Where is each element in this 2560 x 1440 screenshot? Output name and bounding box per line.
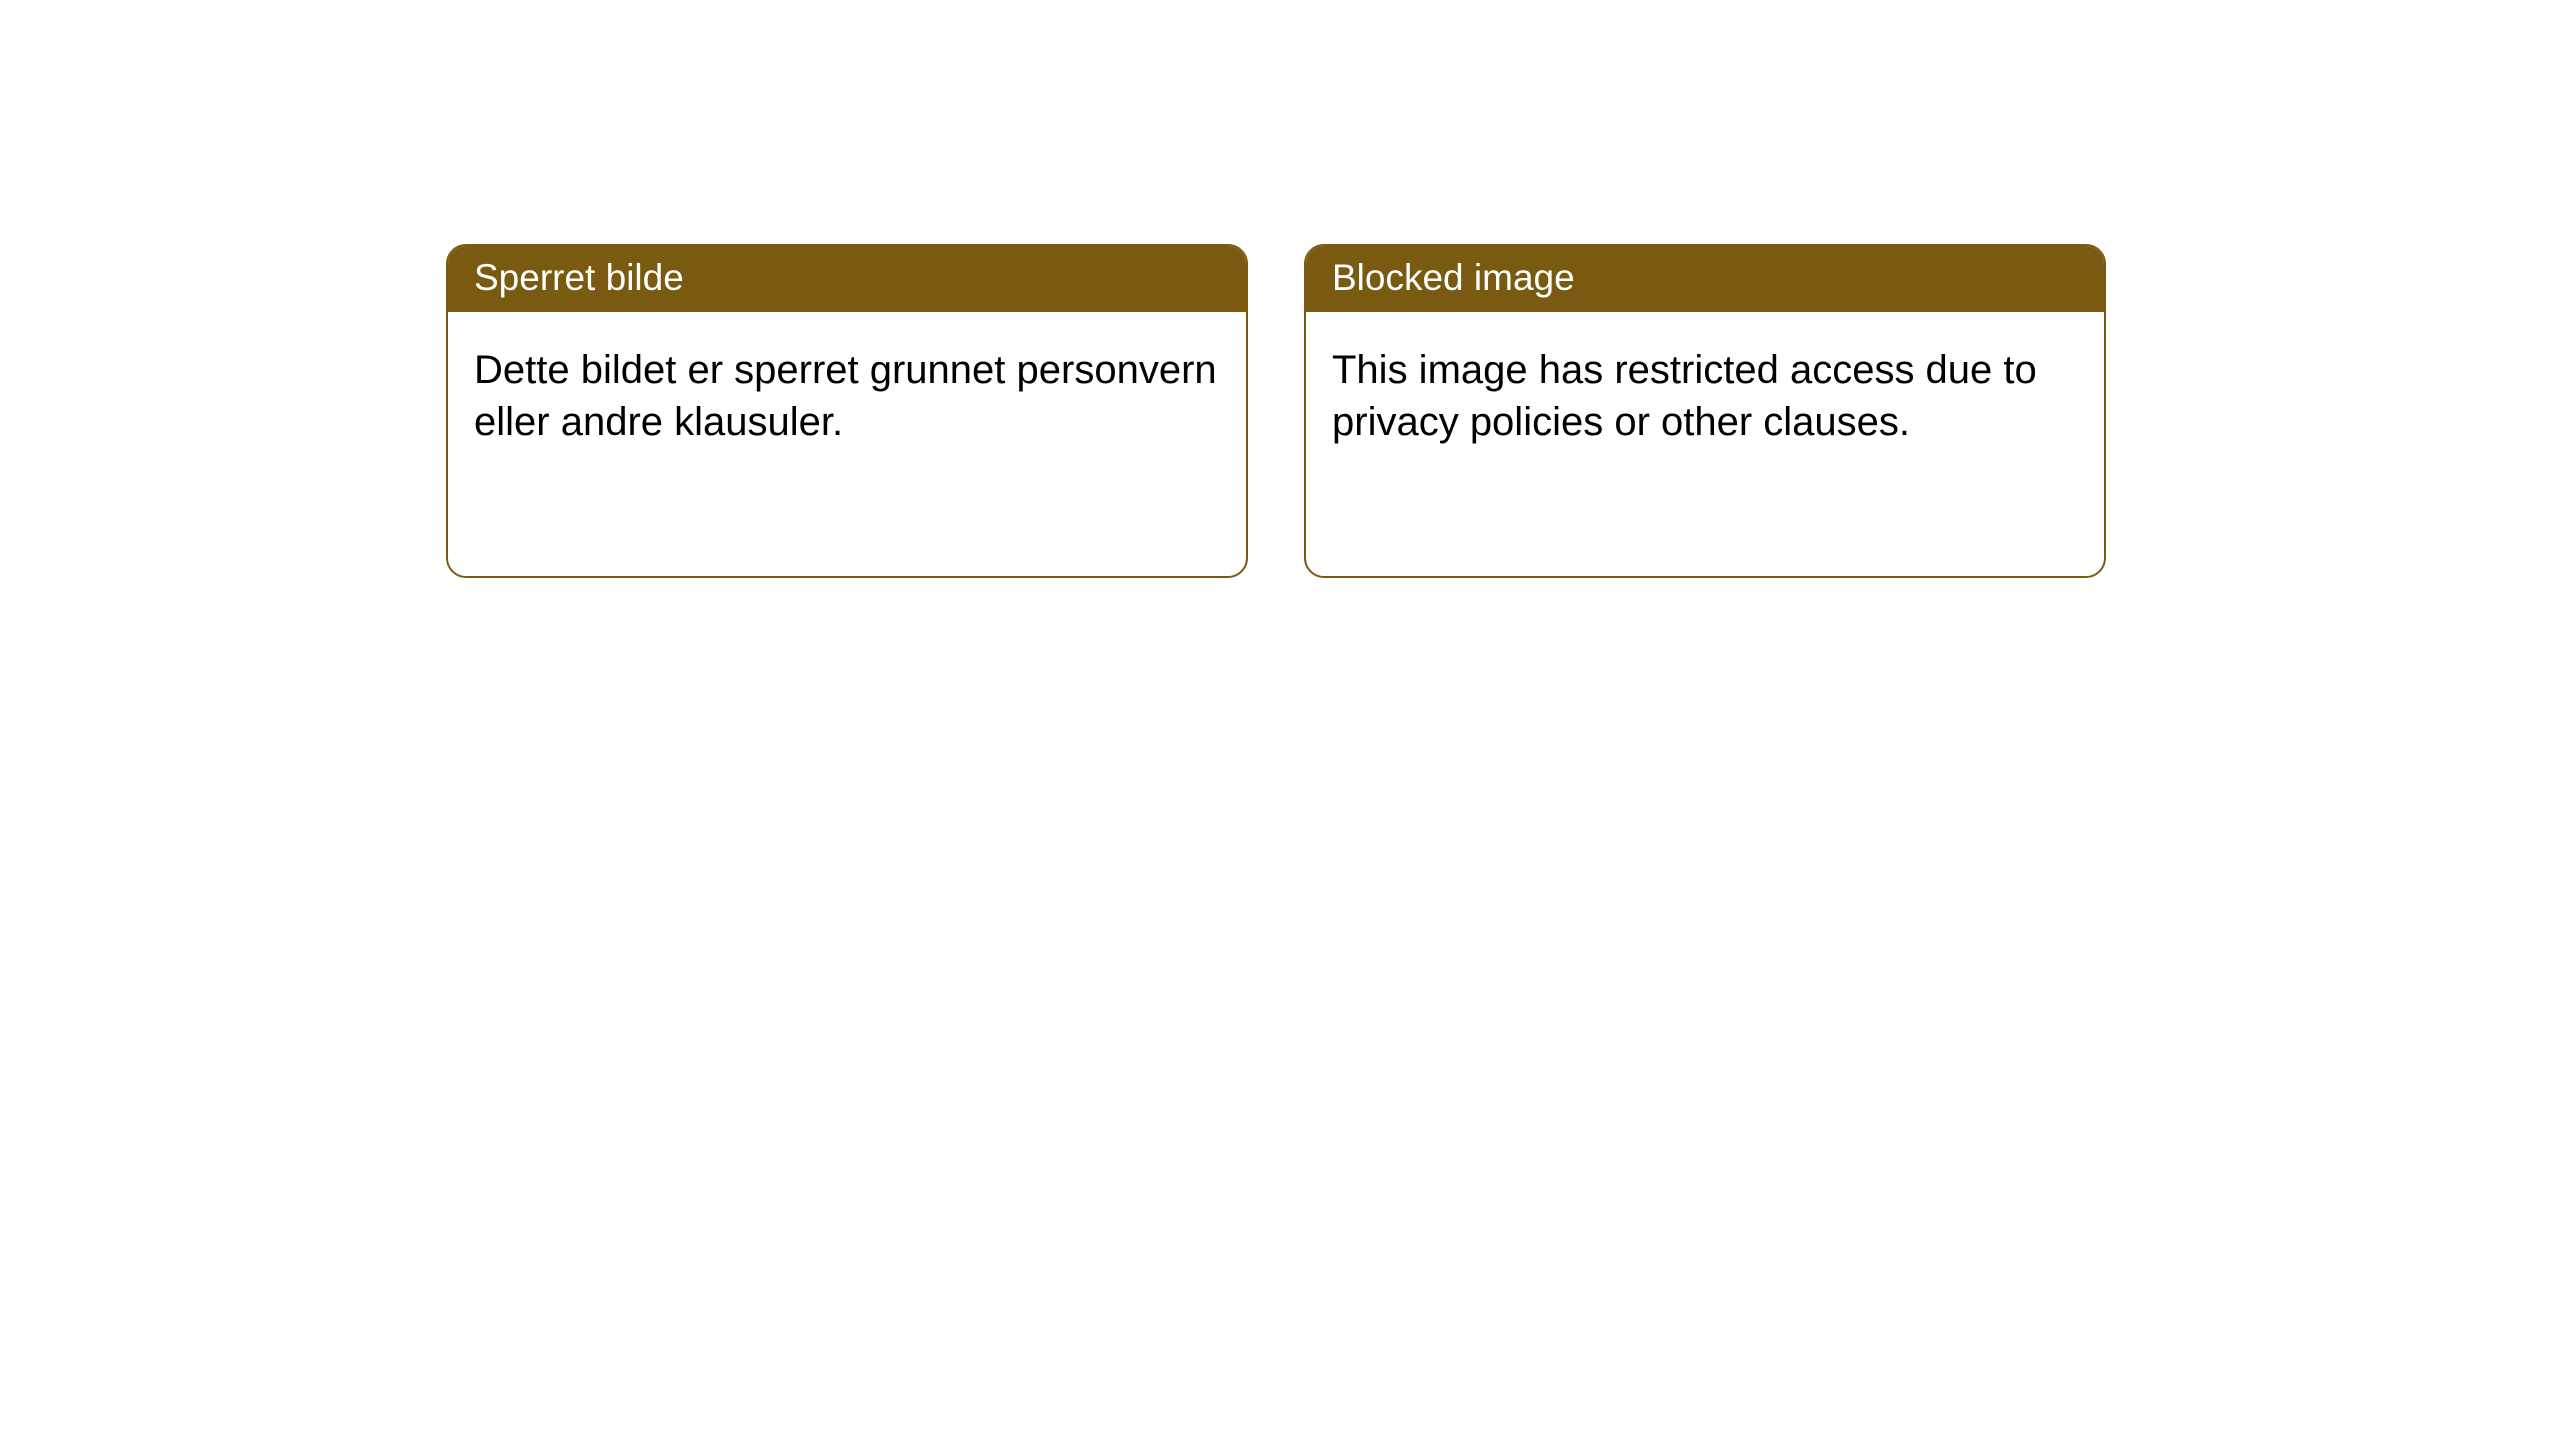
blocked-image-panel-en: Blocked image This image has restricted … bbox=[1304, 244, 2106, 578]
panel-header-no: Sperret bilde bbox=[448, 246, 1246, 312]
panel-header-en: Blocked image bbox=[1306, 246, 2104, 312]
notice-panels-container: Sperret bilde Dette bildet er sperret gr… bbox=[446, 244, 2106, 578]
panel-body-en: This image has restricted access due to … bbox=[1306, 312, 2104, 480]
blocked-image-panel-no: Sperret bilde Dette bildet er sperret gr… bbox=[446, 244, 1248, 578]
panel-body-no: Dette bildet er sperret grunnet personve… bbox=[448, 312, 1246, 480]
